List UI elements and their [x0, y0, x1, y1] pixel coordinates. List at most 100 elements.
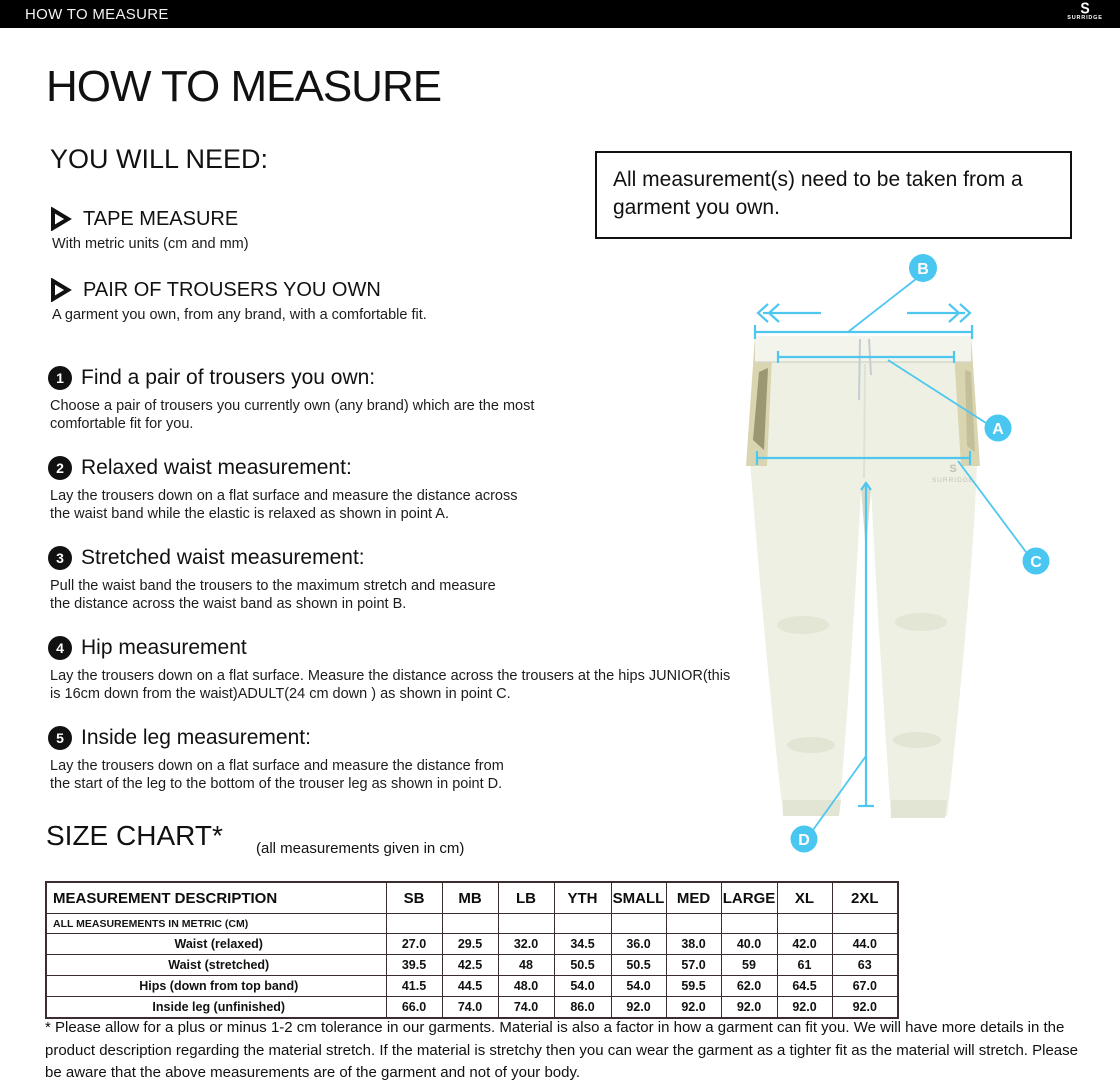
- size-chart-heading: SIZE CHART*: [46, 820, 223, 851]
- size-value-cell: 57.0: [665, 954, 722, 976]
- size-value-cell: 64.5: [776, 975, 833, 997]
- column-header-size: SMALL: [610, 881, 667, 914]
- need-item-label: TAPE MEASURE: [83, 207, 239, 230]
- step-title: Stretched waist measurement:: [81, 546, 365, 569]
- size-value-cell: 48: [497, 954, 555, 976]
- measurement-lines: [753, 278, 1027, 831]
- size-value-cell: 92.0: [776, 996, 833, 1019]
- step-2: 2 Relaxed waist measurement: Lay the tro…: [48, 456, 520, 523]
- size-table-row: Waist (stretched) 39.5 42.5 48 50.5 50.5 57.0 5…: [45, 954, 899, 976]
- measurement-markers: B A C D: [790, 254, 1050, 853]
- step-number-badge: 1: [48, 366, 72, 390]
- row-label-cell: Waist (stretched): [45, 954, 387, 976]
- column-header-size: LB: [497, 881, 555, 914]
- size-value-cell: 44.0: [831, 933, 899, 955]
- size-value-cell: 92.0: [610, 996, 667, 1019]
- marker-d-circle: [790, 825, 818, 853]
- step-4: 4 Hip measurement Lay the trousers down …: [48, 636, 740, 703]
- step-number-badge: 5: [48, 726, 72, 750]
- size-value-cell: 92.0: [720, 996, 778, 1019]
- step-title: Relaxed waist measurement:: [81, 456, 352, 479]
- trousers-illustration: S SURRIDGE: [746, 336, 980, 818]
- step-body: Lay the trousers down on a flat surface …: [50, 488, 518, 522]
- size-value-cell: 27.0: [385, 933, 443, 955]
- step-title: Hip measurement: [81, 636, 247, 659]
- empty-cell: [831, 913, 899, 934]
- tolerance-footnote: * Please allow for a plus or minus 1-2 c…: [45, 1019, 1078, 1081]
- top-bar-title: HOW TO MEASURE: [25, 5, 169, 23]
- size-value-cell: 86.0: [553, 996, 612, 1019]
- empty-cell: [776, 913, 833, 934]
- step-5: 5 Inside leg measurement: Lay the trouse…: [48, 726, 520, 793]
- metric-note-row: ALL MEASUREMENTS IN METRIC (CM): [45, 913, 899, 934]
- surridge-logo: S SURRIDGE: [1062, 0, 1108, 22]
- play-triangle-icon: [51, 207, 72, 231]
- step-body: Lay the trousers down on a flat surface …: [50, 758, 504, 792]
- trouser-watermark-logo: S SURRIDGE: [932, 463, 974, 484]
- page-title: HOW TO MEASURE: [46, 62, 442, 111]
- empty-cell: [441, 913, 499, 934]
- step-body: Choose a pair of trousers you currently …: [50, 398, 535, 432]
- step-number-badge: 2: [48, 456, 72, 480]
- size-value-cell: 74.0: [441, 996, 499, 1019]
- size-value-cell: 42.0: [776, 933, 833, 955]
- marker-c-circle: [1022, 547, 1050, 575]
- row-label-cell: Hips (down from top band): [45, 975, 387, 997]
- size-value-cell: 41.5: [385, 975, 443, 997]
- column-header-size: 2XL: [831, 881, 899, 914]
- size-value-cell: 54.0: [610, 975, 667, 997]
- svg-text:S: S: [949, 463, 956, 475]
- step-body: Lay the trousers down on a flat surface.…: [50, 668, 731, 702]
- need-item-label: PAIR OF TROUSERS YOU OWN: [83, 278, 381, 301]
- column-header-size: LARGE: [720, 881, 778, 914]
- column-header-size: MED: [665, 881, 722, 914]
- empty-cell: [720, 913, 778, 934]
- empty-cell: [385, 913, 443, 934]
- size-value-cell: 48.0: [497, 975, 555, 997]
- size-value-cell: 59.5: [665, 975, 722, 997]
- size-value-cell: 36.0: [610, 933, 667, 955]
- size-table-head-row: MEASUREMENT DESCRIPTION SB MB LB YTH SMALL MED…: [45, 881, 899, 914]
- size-value-cell: 39.5: [385, 954, 443, 976]
- size-chart-subheading: (all measurements given in cm): [256, 840, 465, 857]
- step-title: Find a pair of trousers you own:: [81, 366, 376, 389]
- trousers-measurement-diagram: S SURRIDGE B A: [746, 254, 1050, 853]
- empty-cell: [610, 913, 667, 934]
- svg-text:SURRIDGE: SURRIDGE: [932, 477, 974, 484]
- surridge-s-icon: S: [1080, 0, 1090, 18]
- size-value-cell: 40.0: [720, 933, 778, 955]
- marker-b-circle: [909, 254, 937, 282]
- column-header-size: XL: [776, 881, 833, 914]
- top-bar: HOW TO MEASURE S SURRIDGE: [0, 0, 1120, 28]
- size-value-cell: 42.5: [441, 954, 499, 976]
- step-number-badge: 4: [48, 636, 72, 660]
- size-table-row: Waist (relaxed) 27.0 29.5 32.0 34.5 36.0 38.0 4…: [45, 933, 899, 955]
- surridge-logo-text: SURRIDGE: [1067, 15, 1103, 21]
- empty-cell: [665, 913, 722, 934]
- step-title: Inside leg measurement:: [81, 726, 311, 749]
- need-item-trousers: PAIR OF TROUSERS YOU OWN A garment you o…: [50, 278, 427, 323]
- size-value-cell: 50.5: [553, 954, 612, 976]
- need-item-tape-measure: TAPE MEASURE With metric units (cm and m…: [50, 207, 249, 252]
- size-value-cell: 62.0: [720, 975, 778, 997]
- measurement-note-box: All measurement(s) need to be taken from…: [595, 151, 1072, 239]
- size-value-cell: 59: [720, 954, 778, 976]
- size-value-cell: 50.5: [610, 954, 667, 976]
- you-will-need-heading: YOU WILL NEED:: [50, 144, 269, 174]
- size-table-row: Hips (down from top band) 41.5 44.5 48.0 54.…: [45, 975, 899, 997]
- size-value-cell: 54.0: [553, 975, 612, 997]
- column-header-description: MEASUREMENT DESCRIPTION: [45, 881, 387, 914]
- size-value-cell: 44.5: [441, 975, 499, 997]
- column-header-size: MB: [441, 881, 499, 914]
- empty-cell: [497, 913, 555, 934]
- marker-b-label: B: [917, 261, 929, 278]
- need-item-description: With metric units (cm and mm): [52, 236, 249, 252]
- step-number-badge: 3: [48, 546, 72, 570]
- marker-a-label: A: [992, 421, 1004, 438]
- empty-cell: [553, 913, 612, 934]
- marker-a-circle: [984, 414, 1012, 442]
- size-value-cell: 66.0: [385, 996, 443, 1019]
- need-item-description: A garment you own, from any brand, with …: [52, 307, 427, 323]
- play-triangle-icon: [51, 278, 72, 302]
- size-value-cell: 32.0: [497, 933, 555, 955]
